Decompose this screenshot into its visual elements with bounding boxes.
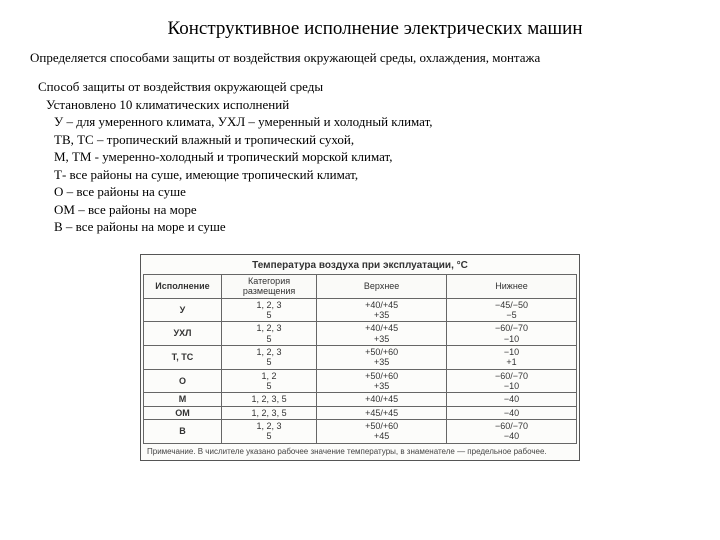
page-title: Конструктивное исполнение электрических …	[30, 18, 690, 40]
table-cell: −10+1	[447, 345, 577, 369]
table-cell: +40/+45+35	[317, 298, 447, 322]
page-subtitle: Определяется способами защиты от воздейс…	[30, 50, 690, 66]
table-cell: В	[144, 420, 222, 444]
table-cell: −60/−70−10	[447, 369, 577, 393]
table-cell: +40/+45+35	[317, 322, 447, 346]
table-row: Т, ТС1, 2, 35+50/+60+35−10+1	[144, 345, 577, 369]
table-cell: −60/−70−40	[447, 420, 577, 444]
table-container: Температура воздуха при эксплуатации, °С…	[140, 254, 580, 461]
table-cell: +40/+45	[317, 393, 447, 406]
body-line: ТВ, ТС – тропический влажный и тропическ…	[38, 131, 690, 149]
table-cell: М	[144, 393, 222, 406]
table-cell: −45/−50−5	[447, 298, 577, 322]
table-cell: 1, 2, 3, 5	[221, 406, 316, 419]
body-text: Способ защиты от воздействия окружающей …	[30, 78, 690, 236]
table-cell: −40	[447, 393, 577, 406]
table-header: Верхнее	[317, 274, 447, 298]
table-cell: 1, 25	[221, 369, 316, 393]
table-caption: Температура воздуха при эксплуатации, °С	[143, 257, 577, 274]
table-wrap: Температура воздуха при эксплуатации, °С…	[30, 254, 690, 461]
table-cell: 1, 2, 3, 5	[221, 393, 316, 406]
body-line: Способ защиты от воздействия окружающей …	[38, 78, 690, 96]
body-line: У – для умеренного климата, УХЛ – умерен…	[38, 113, 690, 131]
table-cell: ОМ	[144, 406, 222, 419]
table-header: Нижнее	[447, 274, 577, 298]
table-cell: +50/+60+45	[317, 420, 447, 444]
body-line: Т- все районы на суше, имеющие тропическ…	[38, 166, 690, 184]
body-line: В – все районы на море и суше	[38, 218, 690, 236]
temperature-table: Исполнение Категория размещения Верхнее …	[143, 274, 577, 444]
table-cell: +45/+45	[317, 406, 447, 419]
body-line: ОМ – все районы на море	[38, 201, 690, 219]
table-header-row: Исполнение Категория размещения Верхнее …	[144, 274, 577, 298]
table-cell: +50/+60+35	[317, 345, 447, 369]
table-note: Примечание. В числителе указано рабочее …	[143, 444, 577, 457]
table-row: О1, 25+50/+60+35−60/−70−10	[144, 369, 577, 393]
table-row: М1, 2, 3, 5+40/+45−40	[144, 393, 577, 406]
table-cell: Т, ТС	[144, 345, 222, 369]
table-cell: О	[144, 369, 222, 393]
table-row: В1, 2, 35+50/+60+45−60/−70−40	[144, 420, 577, 444]
table-row: УХЛ1, 2, 35+40/+45+35−60/−70−10	[144, 322, 577, 346]
table-cell: −40	[447, 406, 577, 419]
table-header: Категория размещения	[221, 274, 316, 298]
table-row: ОМ1, 2, 3, 5+45/+45−40	[144, 406, 577, 419]
table-header: Исполнение	[144, 274, 222, 298]
body-line: Установлено 10 климатических исполнений	[38, 96, 690, 114]
table-cell: −60/−70−10	[447, 322, 577, 346]
table-cell: 1, 2, 35	[221, 298, 316, 322]
table-cell: УХЛ	[144, 322, 222, 346]
table-cell: У	[144, 298, 222, 322]
table-cell: 1, 2, 35	[221, 345, 316, 369]
table-cell: 1, 2, 35	[221, 420, 316, 444]
table-cell: +50/+60+35	[317, 369, 447, 393]
table-row: У1, 2, 35+40/+45+35−45/−50−5	[144, 298, 577, 322]
table-cell: 1, 2, 35	[221, 322, 316, 346]
body-line: О – все районы на суше	[38, 183, 690, 201]
body-line: М, ТМ - умеренно-холодный и тропический …	[38, 148, 690, 166]
